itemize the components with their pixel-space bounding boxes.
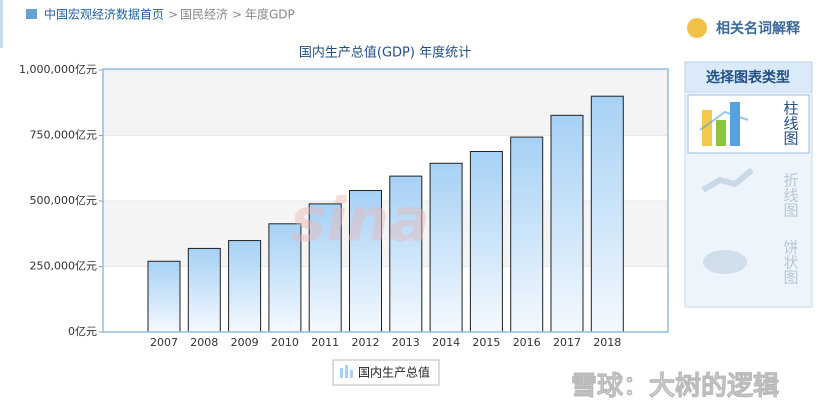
x-tick-label: 2010 xyxy=(271,336,299,349)
x-tick-label: 2015 xyxy=(472,336,500,349)
bar xyxy=(469,150,503,333)
bar xyxy=(187,247,221,333)
x-tick-label: 2008 xyxy=(190,336,218,349)
bar xyxy=(147,260,181,333)
bar xyxy=(550,114,584,333)
breadcrumb-sep: > xyxy=(168,8,178,22)
x-tick-label: 2012 xyxy=(352,336,380,349)
bar xyxy=(590,95,624,333)
chart-type-header xyxy=(684,61,813,93)
plot-border xyxy=(102,68,669,333)
bar xyxy=(389,175,423,333)
legend-box xyxy=(332,359,440,386)
x-tick-label: 2009 xyxy=(231,336,259,349)
breadcrumb-item: 年度GDP xyxy=(245,7,295,22)
bar xyxy=(510,136,544,333)
glossary-icon xyxy=(687,18,707,38)
line-icon xyxy=(701,167,754,193)
sina-watermark: sina xyxy=(290,186,429,256)
x-tick-label: 2007 xyxy=(150,336,178,349)
breadcrumb-sep: > xyxy=(232,8,242,22)
chart-type-title: 选择图表类型 xyxy=(706,69,790,86)
x-tick-label: 2011 xyxy=(311,336,339,349)
chart-title: 国内生产总值(GDP) 年度统计 xyxy=(299,45,471,61)
breadcrumb-item[interactable]: 国民经济 xyxy=(180,7,228,22)
legend-swatch xyxy=(350,370,353,378)
legend-label: 国内生产总值 xyxy=(358,365,430,380)
y-tick-label: 1,000,000亿元 xyxy=(19,63,97,76)
plot: 0亿元 250,000亿元 500,000亿元 750,000亿元 1,000,000亿… xyxy=(19,63,669,349)
bar xyxy=(349,190,382,333)
watermark: 雪球：大树的逻辑 xyxy=(571,371,779,402)
x-tick-label: 2017 xyxy=(553,336,581,349)
left-edge xyxy=(0,0,3,48)
x-tick-label: 2018 xyxy=(593,336,621,349)
y-tick-label: 750,000亿元 xyxy=(30,129,98,142)
x-tick-label: 2014 xyxy=(432,336,460,349)
breadcrumb-link[interactable]: 中国宏观经济数据首页 xyxy=(44,7,164,22)
bar xyxy=(429,162,463,333)
y-tick-label: 500,000亿元 xyxy=(30,194,98,207)
chart-type-option[interactable]: 折线图 xyxy=(782,173,800,218)
x-tick-label: 2013 xyxy=(392,336,420,349)
home-icon xyxy=(26,9,37,19)
chart-type-option[interactable]: 饼状图 xyxy=(782,240,800,285)
legend-swatch xyxy=(340,368,343,378)
glossary-link[interactable]: 相关名词解释 xyxy=(716,20,801,37)
bar-icon xyxy=(730,102,740,146)
chart-type-option[interactable]: 柱线图 xyxy=(782,101,800,146)
bar-icon xyxy=(702,110,712,146)
bar xyxy=(268,223,302,333)
bar xyxy=(228,240,262,333)
legend-swatch xyxy=(345,365,348,378)
x-tick-label: 2016 xyxy=(513,336,541,349)
pie-icon xyxy=(703,250,747,274)
line-icon xyxy=(699,110,749,131)
y-tick-label: 250,000亿元 xyxy=(30,260,98,273)
y-tick-label: 0亿元 xyxy=(68,325,97,338)
bar-icon xyxy=(716,120,726,146)
